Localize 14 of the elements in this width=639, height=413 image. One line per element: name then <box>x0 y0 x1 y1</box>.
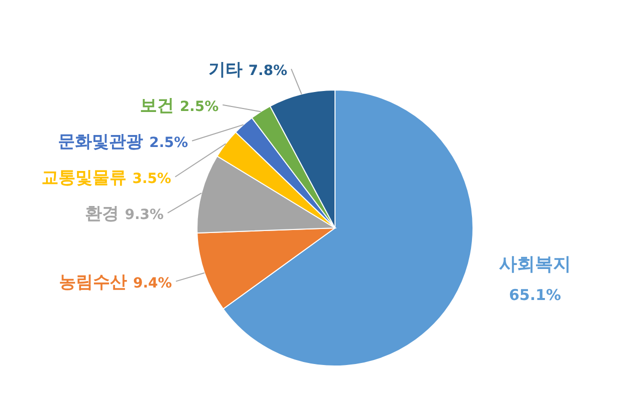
slice-label: 농림수산 <box>59 272 128 292</box>
slice-label: 기타 <box>208 60 242 80</box>
slice-label: 문화및관광 <box>58 132 144 152</box>
slice-label: 보건 <box>140 96 174 116</box>
data-label: 3.5% <box>132 170 172 187</box>
data-label: 9.4% <box>133 275 172 292</box>
data-label: 7.8% <box>248 62 288 79</box>
data-label: 2.5% <box>180 98 219 115</box>
data-label: 65.1% <box>508 286 562 304</box>
slice-label: 사회복지 <box>499 254 571 275</box>
slice-label: 교통및물류 <box>41 168 126 188</box>
data-label: 9.3% <box>124 206 164 223</box>
slice-label: 환경 <box>84 204 119 224</box>
data-label: 2.5% <box>149 134 188 151</box>
